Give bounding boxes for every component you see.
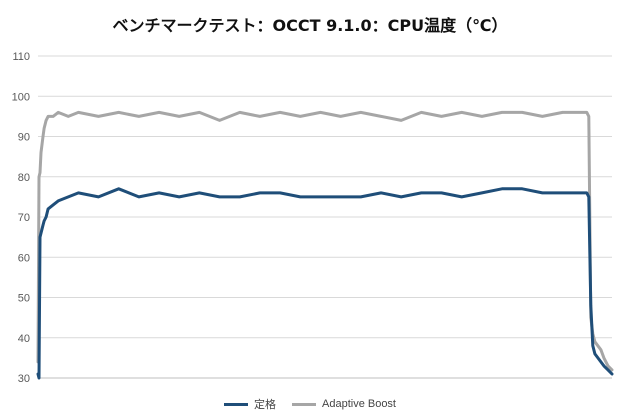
y-tick-label-100: 100 xyxy=(12,91,30,103)
y-tick-label-60: 60 xyxy=(18,252,30,264)
chart-title: ベンチマークテスト：OCCT 9.1.0：CPU温度（℃） xyxy=(112,16,508,35)
y-tick-label-90: 90 xyxy=(18,132,30,144)
y-tick-label-80: 80 xyxy=(18,172,30,184)
legend-item-series-0[interactable]: 定格 xyxy=(224,396,276,412)
series-line-0 xyxy=(36,187,614,380)
legend-item-series-1[interactable]: Adaptive Boost xyxy=(292,398,396,410)
legend-label-series-1: Adaptive Boost xyxy=(322,398,396,410)
legend-swatch-series-1 xyxy=(292,402,316,406)
y-tick-label-110: 110 xyxy=(12,51,30,63)
legend-swatch-series-0 xyxy=(224,402,248,406)
legend-label-series-0: 定格 xyxy=(254,399,276,411)
y-tick-label-30: 30 xyxy=(18,373,30,385)
legend: 定格 Adaptive Boost xyxy=(0,396,620,412)
y-tick-label-50: 50 xyxy=(18,293,30,305)
y-tick-label-70: 70 xyxy=(18,212,30,224)
series-line-1 xyxy=(36,110,614,372)
y-tick-label-40: 40 xyxy=(18,333,30,345)
